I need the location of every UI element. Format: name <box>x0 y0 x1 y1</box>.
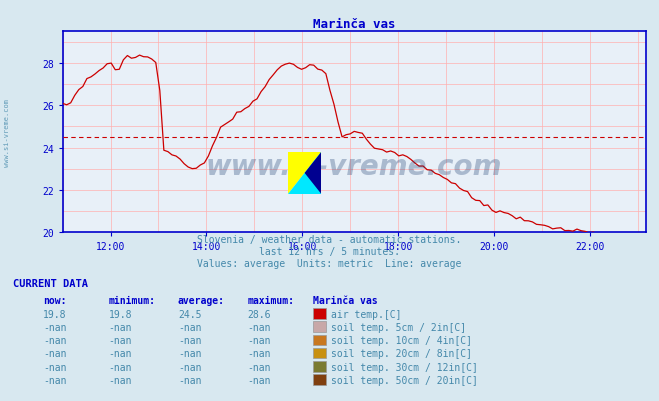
Text: -nan: -nan <box>43 335 67 345</box>
Text: now:: now: <box>43 295 67 305</box>
Text: -nan: -nan <box>247 348 271 358</box>
Text: -nan: -nan <box>109 362 132 372</box>
Text: www.si-vreme.com: www.si-vreme.com <box>206 152 502 180</box>
Text: -nan: -nan <box>43 375 67 385</box>
Text: -nan: -nan <box>247 322 271 332</box>
Text: maximum:: maximum: <box>247 295 294 305</box>
Text: -nan: -nan <box>247 362 271 372</box>
Text: last 12 hrs / 5 minutes.: last 12 hrs / 5 minutes. <box>259 247 400 257</box>
Text: -nan: -nan <box>247 375 271 385</box>
Text: average:: average: <box>178 295 225 305</box>
Text: soil temp. 20cm / 8in[C]: soil temp. 20cm / 8in[C] <box>331 348 473 358</box>
Text: -nan: -nan <box>178 362 202 372</box>
Text: -nan: -nan <box>109 348 132 358</box>
Text: -nan: -nan <box>43 362 67 372</box>
Text: -nan: -nan <box>109 375 132 385</box>
Text: 19.8: 19.8 <box>109 309 132 319</box>
Text: soil temp. 10cm / 4in[C]: soil temp. 10cm / 4in[C] <box>331 335 473 345</box>
Polygon shape <box>288 152 322 194</box>
Text: 24.5: 24.5 <box>178 309 202 319</box>
Polygon shape <box>304 152 322 194</box>
Text: www.si-vreme.com: www.si-vreme.com <box>3 98 10 166</box>
Text: 28.6: 28.6 <box>247 309 271 319</box>
Text: -nan: -nan <box>247 335 271 345</box>
Text: air temp.[C]: air temp.[C] <box>331 309 402 319</box>
Text: 19.8: 19.8 <box>43 309 67 319</box>
Text: -nan: -nan <box>43 348 67 358</box>
Title: Marinča vas: Marinča vas <box>313 18 395 31</box>
Text: -nan: -nan <box>178 335 202 345</box>
Text: -nan: -nan <box>109 335 132 345</box>
Text: -nan: -nan <box>178 348 202 358</box>
Text: Marinča vas: Marinča vas <box>313 295 378 305</box>
Polygon shape <box>288 152 322 194</box>
Text: CURRENT DATA: CURRENT DATA <box>13 279 88 289</box>
Text: -nan: -nan <box>43 322 67 332</box>
Text: -nan: -nan <box>178 322 202 332</box>
Text: Slovenia / weather data - automatic stations.: Slovenia / weather data - automatic stat… <box>197 235 462 245</box>
Text: soil temp. 50cm / 20in[C]: soil temp. 50cm / 20in[C] <box>331 375 478 385</box>
Text: soil temp. 5cm / 2in[C]: soil temp. 5cm / 2in[C] <box>331 322 467 332</box>
Text: Values: average  Units: metric  Line: average: Values: average Units: metric Line: aver… <box>197 259 462 269</box>
Text: -nan: -nan <box>109 322 132 332</box>
Text: -nan: -nan <box>178 375 202 385</box>
Text: soil temp. 30cm / 12in[C]: soil temp. 30cm / 12in[C] <box>331 362 478 372</box>
Text: minimum:: minimum: <box>109 295 156 305</box>
